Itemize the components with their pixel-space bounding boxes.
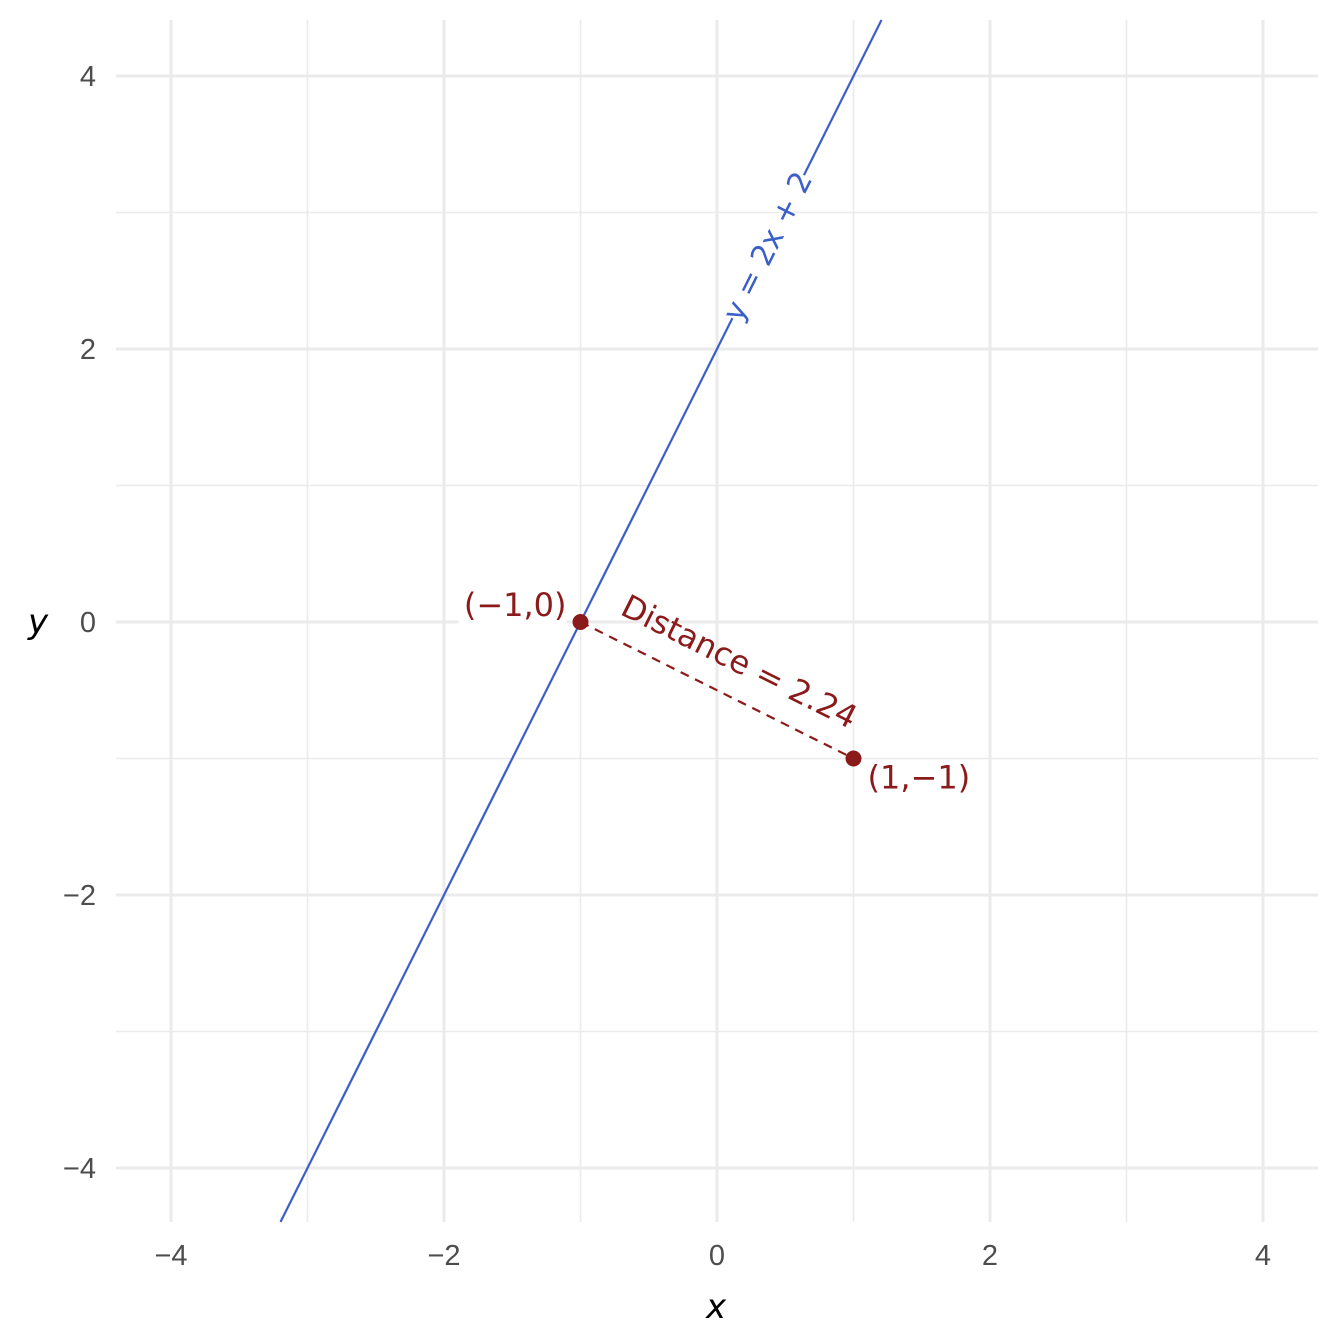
x-tick-label: 0 <box>709 1240 725 1272</box>
data-point <box>845 750 862 767</box>
x-tick-label: −4 <box>154 1240 187 1272</box>
plot-annotations: Distance = 2.24 (−1,0) (1,−1) <box>458 574 971 797</box>
y-axis-title: y <box>27 602 49 642</box>
x-tick-label: 2 <box>982 1240 998 1272</box>
distance-label: Distance = 2.24 <box>615 587 863 737</box>
y-tick-label: 2 <box>80 334 96 366</box>
line-series-upper <box>802 19 883 176</box>
line-label: y = 2x + 2 <box>716 166 820 327</box>
point-label: (1,−1) <box>868 759 971 797</box>
x-tick-label: 4 <box>1255 1240 1271 1272</box>
distance-segment <box>580 621 854 760</box>
y-tick-label: 0 <box>80 607 96 639</box>
major-gridlines <box>116 20 1318 1222</box>
x-axis-title: x <box>705 1287 727 1327</box>
point-label: (−1,0) <box>464 586 567 624</box>
y-tick-label: 4 <box>80 61 96 93</box>
point-label-background <box>458 574 567 628</box>
x-tick-label: −2 <box>427 1240 460 1272</box>
tick-labels: −4 −2 0 2 4 −4 −2 0 2 4 <box>63 61 1271 1272</box>
data-point <box>572 614 589 630</box>
y-tick-label: −4 <box>63 1153 96 1185</box>
line-series-lower <box>279 317 734 1223</box>
y-tick-label: −2 <box>63 880 96 912</box>
